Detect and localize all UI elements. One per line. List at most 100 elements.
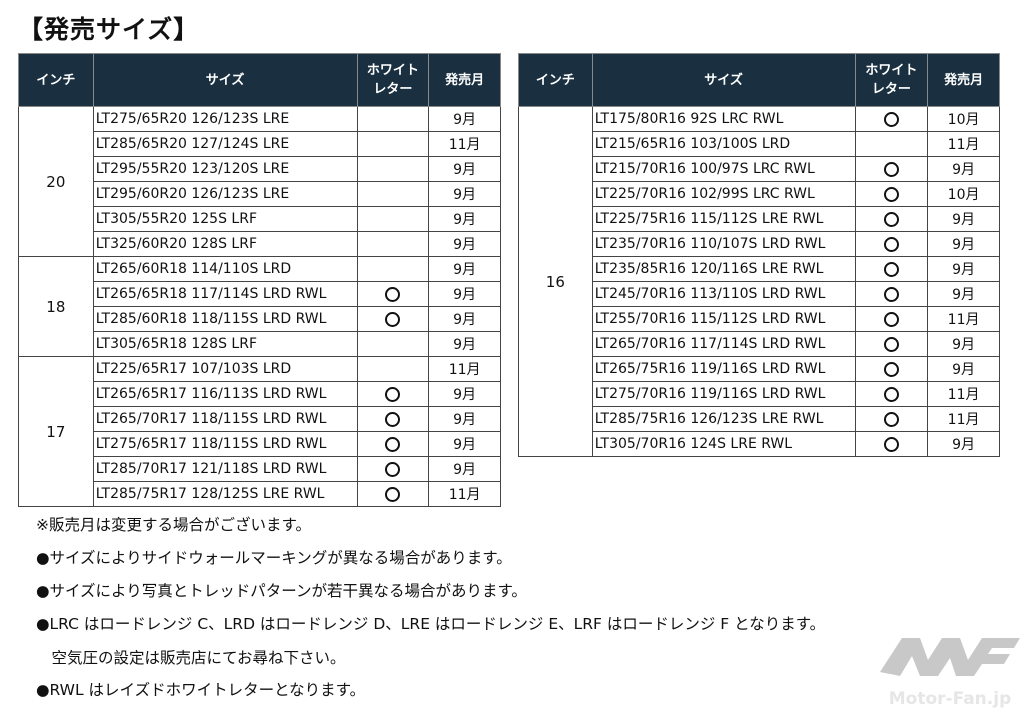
white-letter-cell (854, 331, 929, 357)
size-cell: LT225/70R16 102/99S LRC RWL (591, 181, 856, 207)
size-table-left: インチ サイズ ホワイト レター 発売月 20 LT275/65R20 126/12… (18, 53, 501, 507)
size-cell: LT295/55R20 123/120S LRE (92, 156, 358, 182)
circle-mark-icon (883, 411, 899, 427)
circle-mark-icon (883, 111, 899, 127)
release-month-cell: 9月 (428, 306, 501, 332)
note-rwl: ●RWL はレイズドホワイトレターとなります。 (36, 681, 366, 699)
table-row: LT285/60R18 118/115S LRD RWL 9月 (19, 306, 501, 332)
release-month-cell: 9月 (428, 456, 501, 482)
size-cell: LT215/65R16 103/100S LRD (591, 131, 856, 157)
table-row: LT265/70R16 117/114S LRD RWL 9月 (519, 331, 1000, 357)
note-pressure: 空気圧の設定は販売店にてお尋ね下さい。 (36, 649, 346, 667)
release-month-cell: 9月 (927, 156, 1000, 182)
release-month-cell: 9月 (428, 206, 501, 232)
table-row: LT305/70R16 124S LRE RWL 9月 (519, 431, 1000, 457)
header-release: 発売月 (927, 53, 1000, 107)
size-cell: LT235/70R16 110/107S LRD RWL (591, 231, 856, 257)
table-row: 16 LT175/80R16 92S LRC RWL 10月 (518, 106, 1000, 457)
header-inch: インチ (518, 53, 593, 107)
white-letter-cell (854, 356, 929, 382)
table-row: LT265/70R17 118/115S LRD RWL 9月 (19, 406, 501, 432)
release-month-cell: 11月 (428, 481, 501, 507)
note-tread: ●サイズにより写真とトレッドパターンが若干異なる場合があります。 (36, 582, 527, 600)
circle-mark-icon (883, 286, 899, 302)
release-month-cell: 10月 (927, 106, 1000, 132)
release-month-cell: 9月 (428, 331, 501, 357)
white-letter-cell (854, 156, 929, 182)
size-cell: LT325/60R20 128S LRF (92, 231, 358, 257)
circle-mark-icon (385, 486, 401, 502)
size-cell: LT265/65R18 117/114S LRD RWL (92, 281, 358, 307)
inch-cell: 17 (18, 356, 94, 507)
circle-mark-icon (385, 386, 401, 402)
table-row: LT285/75R16 126/123S LRE RWL 11月 (519, 406, 1000, 432)
white-letter-cell (356, 381, 430, 407)
table-row: LT235/70R16 110/107S LRD RWL 9月 (519, 231, 1000, 257)
circle-mark-icon (883, 261, 899, 277)
table-row: LT265/65R17 116/113S LRD RWL 9月 (19, 381, 501, 407)
table-row: LT225/75R16 115/112S LRE RWL 9月 (519, 206, 1000, 232)
release-month-cell: 9月 (428, 231, 501, 257)
header-release: 発売月 (428, 53, 501, 107)
size-cell: LT215/70R16 100/97S LRC RWL (591, 156, 856, 182)
size-cell: LT285/75R17 128/125S LRE RWL (92, 481, 358, 507)
circle-mark-icon (385, 286, 401, 302)
circle-mark-icon (883, 211, 899, 227)
size-cell: LT285/60R18 118/115S LRD RWL (92, 306, 358, 332)
table-row: LT245/70R16 113/110S LRD RWL 9月 (519, 281, 1000, 307)
table-row: 17 LT225/65R17 107/103S LRD 11月 (18, 356, 501, 507)
release-month-cell: 9月 (428, 106, 501, 132)
size-cell: LT305/70R16 124S LRE RWL (591, 431, 856, 457)
header-size: サイズ (92, 53, 358, 107)
circle-mark-icon (385, 436, 401, 452)
table-row: LT275/70R16 119/116S LRD RWL 11月 (519, 381, 1000, 407)
white-letter-cell (356, 181, 430, 207)
size-table-right: インチ サイズ ホワイト レター 発売月 16 LT175/80R16 92S LR… (518, 53, 1000, 457)
white-letter-cell (854, 131, 929, 157)
size-cell: LT275/65R20 126/123S LRE (92, 106, 358, 132)
release-month-cell: 9月 (428, 281, 501, 307)
size-cell: LT265/60R18 114/110S LRD (92, 256, 358, 282)
size-cell: LT295/60R20 126/123S LRE (92, 181, 358, 207)
white-letter-cell (356, 256, 430, 282)
white-letter-cell (356, 356, 430, 382)
white-letter-cell (356, 106, 430, 132)
table-row: LT275/65R17 118/115S LRD RWL 9月 (19, 431, 501, 457)
release-month-cell: 9月 (428, 406, 501, 432)
size-cell: LT285/75R16 126/123S LRE RWL (591, 406, 856, 432)
table-row: LT285/75R17 128/125S LRE RWL 11月 (19, 481, 501, 507)
note-sidewall: ●サイズによりサイドウォールマーキングが異なる場合があります。 (36, 549, 512, 567)
white-letter-cell (356, 281, 430, 307)
table-row: LT325/60R20 128S LRF 9月 (19, 231, 501, 257)
release-month-cell: 9月 (428, 156, 501, 182)
circle-mark-icon (385, 461, 401, 477)
white-letter-cell (356, 456, 430, 482)
size-cell: LT305/65R18 128S LRF (92, 331, 358, 357)
release-month-cell: 9月 (927, 231, 1000, 257)
table-row: LT295/55R20 123/120S LRE 9月 (19, 156, 501, 182)
white-letter-cell (356, 156, 430, 182)
white-letter-cell (854, 231, 929, 257)
size-cell: LT225/65R17 107/103S LRD (92, 356, 358, 382)
release-month-cell: 9月 (927, 431, 1000, 457)
size-cell: LT235/85R16 120/116S LRE RWL (591, 256, 856, 282)
release-month-cell: 9月 (428, 431, 501, 457)
release-month-cell: 9月 (428, 381, 501, 407)
white-letter-cell (854, 256, 929, 282)
inch-cell: 16 (518, 106, 593, 457)
size-cell: LT265/70R17 118/115S LRD RWL (92, 406, 358, 432)
circle-mark-icon (883, 386, 899, 402)
size-cell: LT265/70R16 117/114S LRD RWL (591, 331, 856, 357)
white-letter-cell (356, 406, 430, 432)
header-white-letter: ホワイト レター (356, 53, 430, 107)
size-cell: LT245/70R16 113/110S LRD RWL (591, 281, 856, 307)
note-load-range: ●LRC はロードレンジ C、LRD はロードレンジ D、LRE はロードレンジ… (36, 615, 826, 633)
size-cell: LT225/75R16 115/112S LRE RWL (591, 206, 856, 232)
table-row: LT305/65R18 128S LRF 9月 (19, 331, 501, 357)
circle-mark-icon (883, 236, 899, 252)
release-month-cell: 9月 (428, 256, 501, 282)
white-letter-cell (356, 206, 430, 232)
note-release: ※販売月は変更する場合がございます。 (36, 516, 311, 534)
white-letter-cell (356, 331, 430, 357)
header-size: サイズ (591, 53, 856, 107)
